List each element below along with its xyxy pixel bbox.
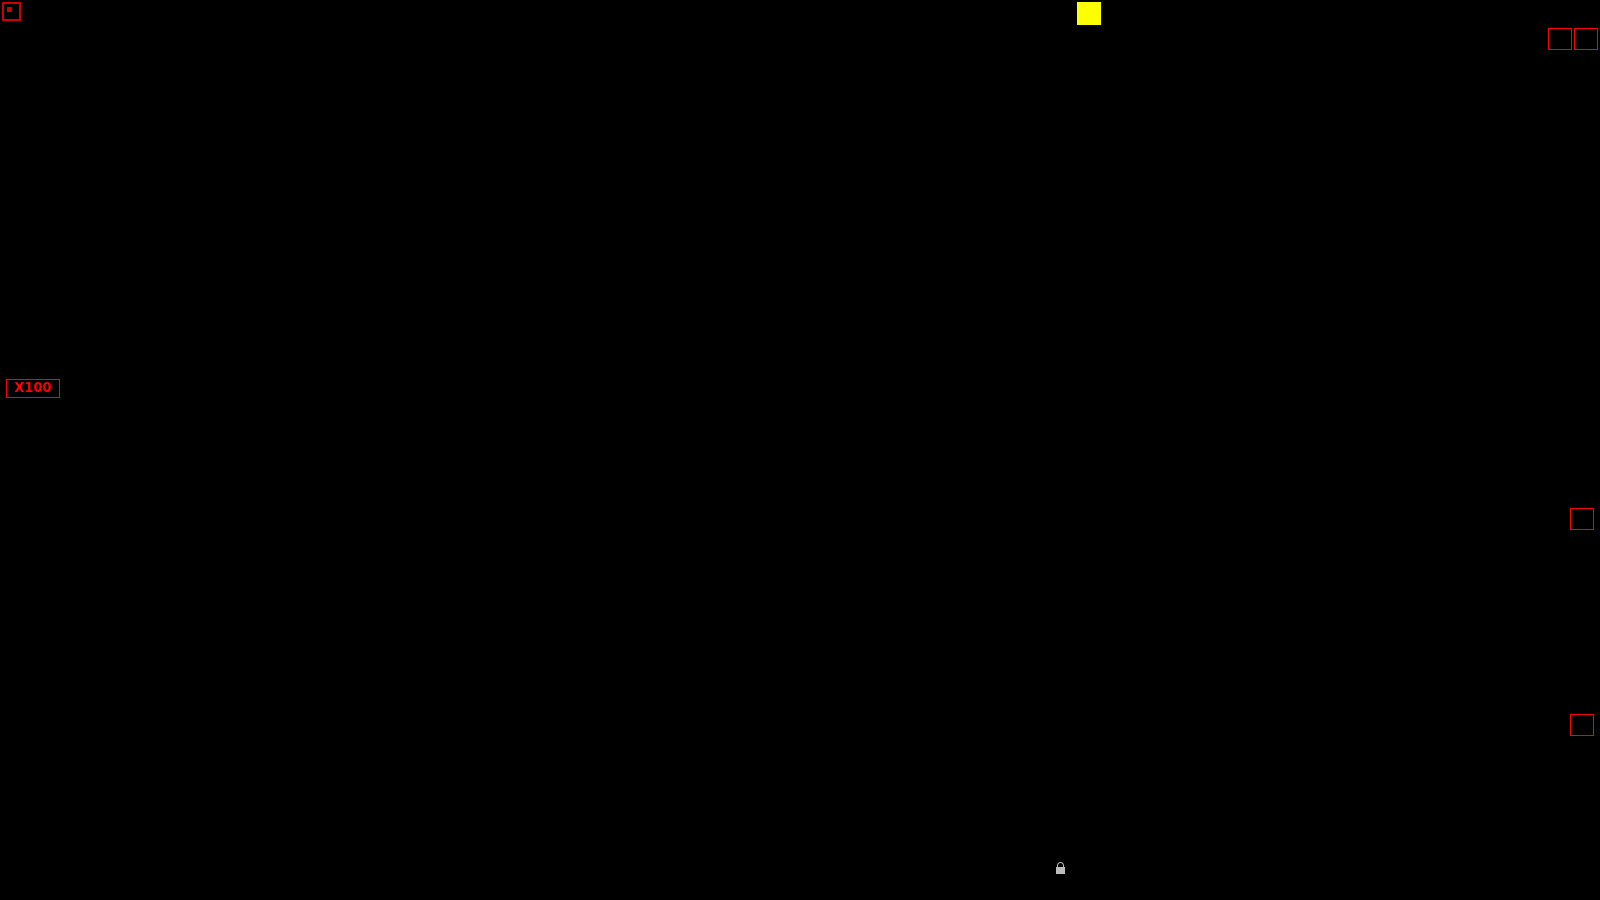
stroke-button[interactable] xyxy=(1574,28,1598,50)
svzj-panel[interactable] xyxy=(68,401,1075,510)
monitor-settings-button[interactable] xyxy=(1570,508,1594,530)
svsh-panel[interactable] xyxy=(68,581,1075,651)
app-icon[interactable] xyxy=(2,2,21,21)
pie-chart-panel[interactable] xyxy=(1077,28,1357,336)
svzl-panel[interactable] xyxy=(68,510,1075,581)
vol-unit-box: X100 xyxy=(6,379,60,398)
main-candle-panel[interactable] xyxy=(68,0,1075,299)
pillar-button[interactable] xyxy=(1548,28,1572,50)
ai-research-panel[interactable] xyxy=(68,767,1075,862)
class-settings-button[interactable] xyxy=(1570,714,1594,736)
class-chart-panel[interactable] xyxy=(1077,714,1598,900)
ai-activity-panel[interactable] xyxy=(68,651,1075,767)
volume-panel[interactable] xyxy=(68,299,1075,401)
lock-icon[interactable] xyxy=(1056,862,1065,874)
monitor-chart-panel[interactable] xyxy=(1077,507,1598,712)
order-stats-table[interactable] xyxy=(1358,76,1598,325)
minute-chart-panel[interactable] xyxy=(1077,340,1598,505)
mtr-logo xyxy=(1077,2,1101,25)
timeline-bar[interactable] xyxy=(0,862,1075,880)
